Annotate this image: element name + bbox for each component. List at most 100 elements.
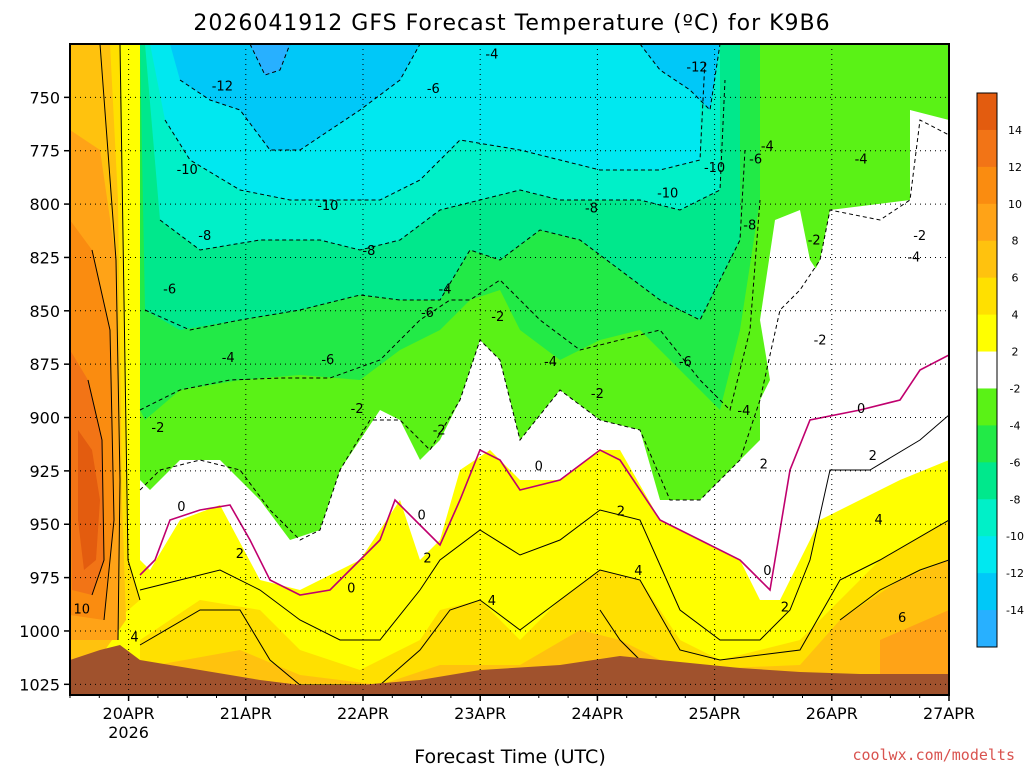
colorbar-swatch xyxy=(977,462,997,500)
x-tick-label: 21APR xyxy=(220,704,272,723)
contour-label: 4 xyxy=(875,513,883,528)
x-tick-label: 25APR xyxy=(689,704,741,723)
colorbar-label: 4 xyxy=(1012,309,1019,322)
band-minus16 xyxy=(250,44,290,75)
y-tick-label: 900 xyxy=(29,409,60,428)
contour-minus2C xyxy=(139,119,949,541)
y-tick-label: 850 xyxy=(29,302,60,321)
contour-label: -4 xyxy=(737,404,750,419)
contour-label: -8 xyxy=(362,244,375,259)
colorbar-label: -4 xyxy=(1010,419,1021,432)
contour-label: 2 xyxy=(760,457,768,472)
contour-label: -10 xyxy=(657,186,678,201)
contour-label: -6 xyxy=(421,306,434,321)
x-tick-label: 26APR xyxy=(806,704,858,723)
contour-label: -4 xyxy=(544,355,557,370)
contour-label: -10 xyxy=(317,199,338,214)
y-tick-label: 775 xyxy=(29,142,60,161)
contour-label: 0 xyxy=(535,460,543,475)
colorbar-label: 6 xyxy=(1012,272,1019,285)
ground-terrain xyxy=(70,645,949,695)
contour-label: 2 xyxy=(423,551,431,566)
contour-label: -12 xyxy=(212,80,233,95)
colorbar-label: 10 xyxy=(1008,198,1022,211)
y-tick-label: 925 xyxy=(29,462,60,481)
credit-link[interactable]: coolwx.com/modelts xyxy=(852,746,1015,764)
y-tick-label: 875 xyxy=(29,355,60,374)
colorbar-swatch xyxy=(977,536,997,574)
contour-label: -4 xyxy=(439,282,452,297)
contour-label: -4 xyxy=(761,139,774,154)
colorbar-label: -10 xyxy=(1006,530,1024,543)
colorbar-swatch xyxy=(977,240,997,279)
contour-label: -2 xyxy=(433,423,446,438)
contour-label: -2 xyxy=(814,334,827,349)
contour-label: -6 xyxy=(679,355,692,370)
contour-label: 2 xyxy=(869,449,877,464)
contour-label: -4 xyxy=(907,250,920,265)
chart-title: 2026041912 GFS Forecast Temperature (ºC)… xyxy=(193,11,830,36)
contour-label: -10 xyxy=(704,161,725,176)
colorbar-swatch xyxy=(977,351,997,389)
contour-minus12C xyxy=(179,44,721,151)
contour-4C xyxy=(139,519,949,686)
contour-label: 4 xyxy=(488,594,496,609)
y-tick-label: 800 xyxy=(29,195,60,214)
band-minus14 xyxy=(170,44,720,150)
contour-label: -6 xyxy=(163,282,176,297)
contour-label: 0 xyxy=(763,564,771,579)
colorbar-swatch xyxy=(977,425,997,463)
x-tick-sublabel: 2026 xyxy=(108,723,149,742)
contour-label: -8 xyxy=(743,218,756,233)
colorbar-label: 12 xyxy=(1008,161,1022,174)
contour-label: 0 xyxy=(347,581,355,596)
colorbar-swatch xyxy=(977,573,997,611)
y-axis: 750 775 800 825 850 875 900 925 950 975 1000 1025 xyxy=(19,88,70,694)
y-tick-label: 950 xyxy=(29,515,60,534)
colorbar-frame xyxy=(976,92,998,648)
contour-label: 0 xyxy=(857,402,865,417)
colorbar-label: -14 xyxy=(1006,604,1024,617)
contour-minus10C xyxy=(164,59,706,201)
colorbar-label: -2 xyxy=(1010,382,1021,395)
contour-label: 10 xyxy=(73,603,90,618)
colorbar-label: 8 xyxy=(1012,235,1019,248)
x-tick-label: 24APR xyxy=(571,704,623,723)
contour-label: -12 xyxy=(686,60,707,75)
contour-label: -4 xyxy=(485,48,498,63)
contour-label: -2 xyxy=(491,310,504,325)
colorbar-swatch xyxy=(977,203,997,242)
y-tick-label: 975 xyxy=(29,569,60,588)
band-warm-left-14 xyxy=(78,430,100,570)
colorbar-label: 2 xyxy=(1012,346,1019,359)
x-tick-label: 23APR xyxy=(454,704,506,723)
contour-label: 4 xyxy=(130,630,138,645)
colorbar-swatch xyxy=(977,610,997,648)
contour-2C xyxy=(139,414,949,641)
colorbar-label: 14 xyxy=(1008,124,1022,137)
contour-label: -8 xyxy=(585,201,598,216)
y-tick-label: 1000 xyxy=(19,622,60,641)
contour-label: -2 xyxy=(808,233,821,248)
colorbar-label: -6 xyxy=(1010,456,1021,469)
contour-label: -8 xyxy=(198,229,211,244)
y-tick-label: 750 xyxy=(29,88,60,107)
contour-label: 2 xyxy=(617,504,625,519)
colorbar: 14 12 10 8 6 4 2 -2 -4 -6 -8 -10 -12 -14 xyxy=(976,92,1024,648)
y-tick-label: 1025 xyxy=(19,675,60,694)
contour-label: 0 xyxy=(177,500,185,515)
contour-label: -2 xyxy=(151,421,164,436)
contour-minus4C xyxy=(139,199,761,411)
x-tick-label: 22APR xyxy=(337,704,389,723)
contour-label: 0 xyxy=(417,509,425,524)
contour-field: -12-10-8-6-4-202410-10-8-6-20-6-4-6-202-… xyxy=(70,44,949,695)
contour-minus14C xyxy=(249,44,291,76)
colorbar-swatch xyxy=(977,93,997,131)
contour-label: -6 xyxy=(321,353,334,368)
colorbar-swatch xyxy=(977,388,997,426)
colorbar-swatch xyxy=(977,277,997,316)
colorbar-swatch xyxy=(977,129,997,168)
y-tick-label: 825 xyxy=(29,248,60,267)
contour-label: -6 xyxy=(749,152,762,167)
